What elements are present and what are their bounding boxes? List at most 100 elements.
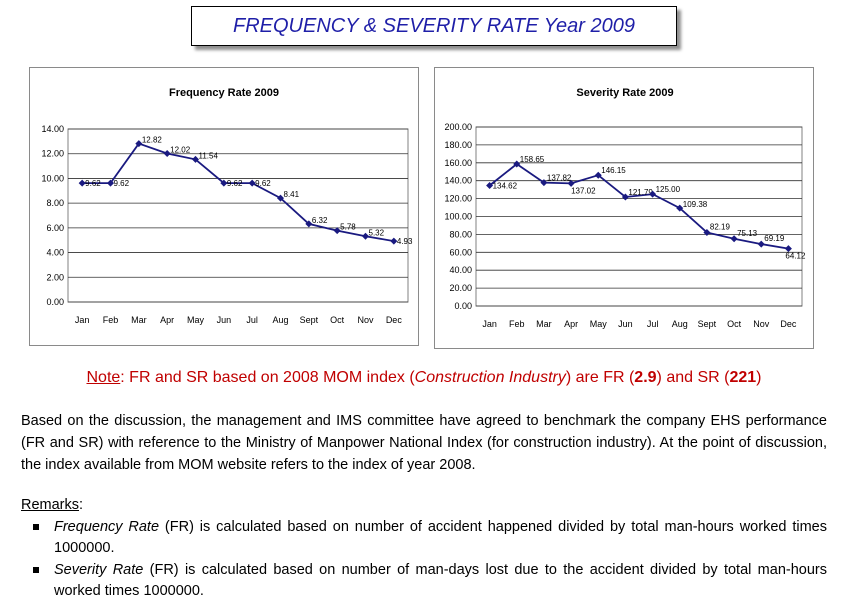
x-tick-label: Jan [482,319,497,329]
data-point [78,179,86,187]
remarks-list: Frequency Rate (FR) is calculated based … [21,517,827,603]
data-label: 8.41 [284,190,300,199]
data-label: 9.62 [227,179,243,188]
severity-rate-chart-svg: Severity Rate 2009 0.00 20.00 40.00 60.00 80.… [444,87,806,329]
series-line [82,142,394,242]
note-line: Note: FR and SR based on 2008 MOM index … [0,369,848,387]
note-sr-value: 221 [729,369,757,386]
data-label: 146.15 [601,166,626,175]
y-tick-label: 10.00 [41,173,64,183]
x-tick-label: Jul [647,319,659,329]
note-label: Note [86,369,121,386]
x-tick-label: Dec [780,319,797,329]
remarks-label: Remarks [21,497,80,513]
data-label: 121.79 [628,188,653,197]
bullet-square-icon [33,524,39,530]
chart-title: Severity Rate 2009 [576,87,673,99]
x-tick-label: Jul [246,315,258,325]
y-tick-label: 14.00 [41,124,64,134]
remarks-heading: Remarks: [21,497,83,513]
data-label: 5.78 [340,223,356,232]
data-point [730,235,738,243]
data-label: 4.93 [397,237,413,246]
page-title-box: FREQUENCY & SEVERITY RATE Year 2009 [191,6,677,46]
data-label: 64.12 [785,252,806,261]
data-point [107,179,114,187]
chart-title: Frequency Rate 2009 [169,87,279,99]
x-tick-label: Sept [300,315,319,325]
y-tick-label: 4.00 [46,248,64,258]
data-label: 82.19 [710,222,731,231]
x-tick-label: Oct [727,319,742,329]
data-label: 12.82 [142,136,163,145]
x-tick-label: Feb [509,319,525,329]
data-point [248,179,256,187]
x-tick-label: Apr [564,319,578,329]
y-tick-label: 0.00 [454,301,472,311]
y-tick-label: 8.00 [46,198,64,208]
remark-term: Frequency Rate [54,519,160,535]
remark-term: Severity Rate [54,562,144,578]
data-point [163,149,171,157]
x-tick-label: Jun [217,315,232,325]
x-tick-label: Nov [753,319,770,329]
data-point [594,171,602,179]
y-tick-label: 40.00 [449,265,472,275]
data-point [192,155,199,163]
bullet-square-icon [33,567,39,573]
data-label: 5.32 [369,228,385,237]
x-tick-label: Oct [330,315,345,325]
frequency-rate-chart: Frequency Rate 2009 0.00 2.00 4.00 6.00 8.00 1… [29,67,419,346]
data-label: 75.13 [737,229,758,238]
data-label: 134.62 [493,182,518,191]
data-point [362,232,369,240]
x-tick-label: May [590,319,608,329]
discussion-text: Based on the discussion, the management … [21,413,827,473]
data-point [135,140,143,148]
data-label: 137.82 [547,174,572,183]
y-tick-label: 60.00 [449,247,472,257]
data-point [540,179,548,187]
data-point [649,190,657,198]
data-point [784,245,792,253]
discussion-paragraph: Based on the discussion, the management … [21,410,827,476]
data-label: 6.32 [312,216,328,225]
note-industry: Construction Industry [414,369,566,386]
data-label: 109.38 [683,200,708,209]
severity-rate-chart: Severity Rate 2009 0.00 20.00 40.00 60.00 80.… [434,67,814,349]
y-tick-label: 180.00 [444,140,472,150]
data-point [220,179,228,187]
data-label: 9.62 [255,179,271,188]
x-tick-label: May [187,315,205,325]
data-point [305,220,313,228]
data-label: 137.02 [571,186,596,195]
x-tick-label: Nov [357,315,374,325]
data-label: 9.62 [114,179,130,188]
x-tick-label: Sept [698,319,717,329]
data-point [513,160,521,168]
x-tick-label: Jan [75,315,90,325]
data-label: 158.65 [520,155,545,164]
data-point [703,228,711,236]
data-label: 12.02 [170,145,191,154]
data-point [390,237,398,245]
note-text-2: ) are FR ( [565,369,635,386]
remarks-colon: : [79,497,84,513]
x-tick-label: Aug [672,319,688,329]
y-tick-label: 140.00 [444,176,472,186]
x-tick-label: Jun [618,319,633,329]
data-label: 125.00 [656,185,681,194]
frequency-rate-chart-svg: Frequency Rate 2009 0.00 2.00 4.00 6.00 8.00 1… [41,87,413,325]
note-text-3: ) and SR ( [656,369,730,386]
data-point [277,194,284,202]
x-tick-label: Aug [272,315,288,325]
data-point [757,240,765,248]
x-tick-label: Feb [103,315,119,325]
data-point [333,227,341,235]
y-tick-label: 100.00 [444,212,472,222]
data-point [567,179,575,187]
data-label: 11.54 [199,151,219,160]
data-point [486,182,494,190]
note-fr-value: 2.9 [634,369,657,386]
plot-area [67,128,409,303]
